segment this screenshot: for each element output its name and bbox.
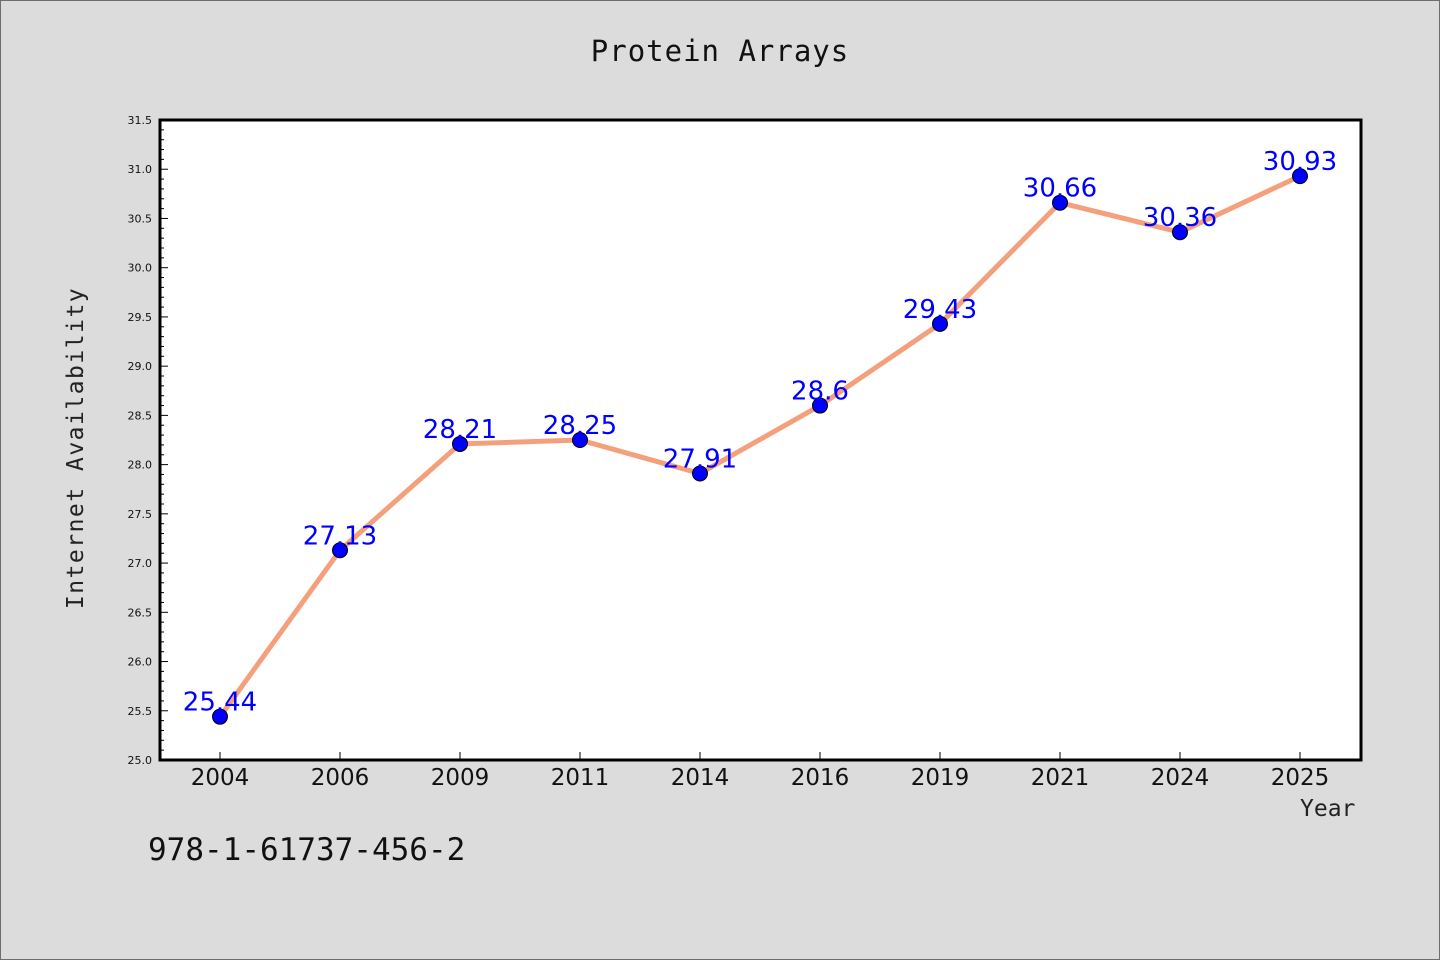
x-axis-title: Year xyxy=(1300,796,1356,822)
data-point xyxy=(812,397,828,414)
x-tick-label: 2004 xyxy=(191,765,250,791)
data-point xyxy=(692,465,708,482)
y-tick-label: 30.5 xyxy=(128,212,153,225)
x-tick-label: 2016 xyxy=(791,765,850,791)
data-point xyxy=(332,542,348,559)
x-tick-label: 2024 xyxy=(1151,765,1210,791)
series-line xyxy=(217,173,1303,720)
y-tick-label: 27.5 xyxy=(128,508,153,521)
data-label: 28.21 xyxy=(423,415,497,445)
y-tick-label: 28.0 xyxy=(128,459,153,472)
y-tick-label: 31.5 xyxy=(128,114,153,127)
y-tick-label: 27.0 xyxy=(128,557,153,570)
y-tick-label: 29.5 xyxy=(128,311,153,324)
chart-title: Protein Arrays xyxy=(590,34,850,68)
data-label: 27.91 xyxy=(663,444,737,474)
data-point xyxy=(452,435,468,452)
data-point xyxy=(572,432,588,448)
x-tick-label: 2019 xyxy=(911,765,970,791)
y-tick-label: 26.0 xyxy=(128,656,153,669)
y-tick-label: 26.5 xyxy=(128,606,153,619)
data-label: 30.93 xyxy=(1263,147,1337,177)
x-tick-label: 2025 xyxy=(1271,765,1330,791)
y-tick-label: 25.0 xyxy=(128,754,153,767)
y-tick-label: 30.0 xyxy=(128,262,153,275)
data-point xyxy=(1172,224,1188,241)
data-label: 28.25 xyxy=(543,411,617,441)
x-tick-label: 2014 xyxy=(671,765,730,791)
y-tick-label: 25.5 xyxy=(128,705,153,718)
data-point xyxy=(1292,168,1308,185)
y-tick-label: 29.0 xyxy=(128,360,153,373)
data-label: 28.6 xyxy=(791,377,849,407)
data-label: 25.44 xyxy=(183,688,257,718)
y-tick-label: 31.0 xyxy=(128,163,153,176)
x-tick-label: 2011 xyxy=(551,765,610,791)
x-tick-label: 2006 xyxy=(311,765,370,791)
isbn-note: 978-1-61737-456-2 xyxy=(148,832,466,868)
data-point xyxy=(212,708,228,725)
data-label: 29.43 xyxy=(903,295,977,325)
data-label: 27.13 xyxy=(303,521,377,551)
x-tick-label: 2021 xyxy=(1031,765,1090,791)
data-point xyxy=(932,315,948,332)
data-label: 30.36 xyxy=(1143,203,1217,233)
y-tick-label: 28.5 xyxy=(128,409,153,422)
x-tick-label: 2009 xyxy=(431,765,490,791)
data-label: 30.66 xyxy=(1023,174,1097,204)
data-point xyxy=(1052,194,1068,211)
